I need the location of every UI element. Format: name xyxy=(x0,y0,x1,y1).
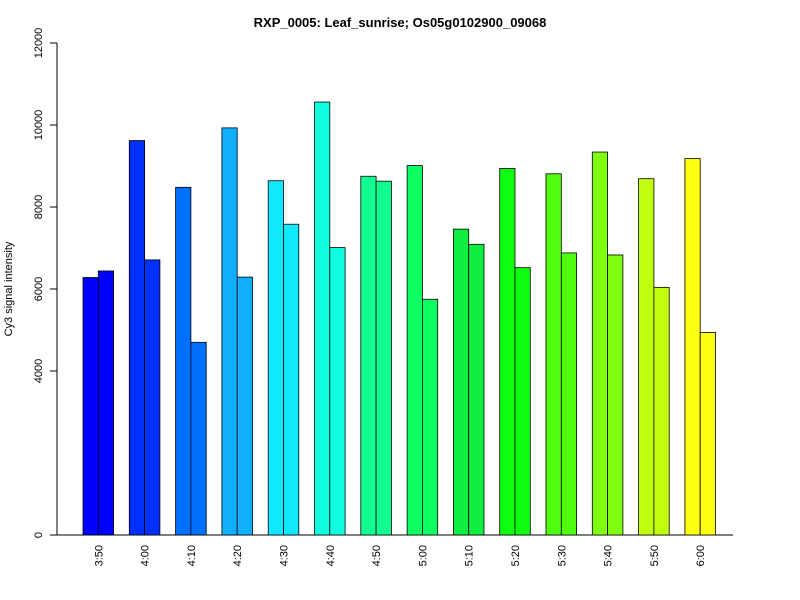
bar xyxy=(514,267,531,536)
bar xyxy=(360,175,377,536)
bar xyxy=(97,270,115,536)
x-tick-label: 4:30 xyxy=(279,545,291,566)
y-tick-label: 10000 xyxy=(33,110,45,141)
y-tick-label: 8000 xyxy=(33,195,45,219)
bar xyxy=(267,180,284,536)
y-axis: 0 4000 6000 8000 10000 12000 xyxy=(33,28,58,538)
y-tick-label: 4000 xyxy=(33,359,45,383)
x-tick-label: 4:40 xyxy=(325,545,337,566)
x-tick-label: 4:20 xyxy=(232,545,244,566)
y-tick-label: 0 xyxy=(33,532,45,538)
bar xyxy=(684,158,701,536)
x-tick-label: 4:10 xyxy=(186,545,198,566)
bar xyxy=(128,140,146,536)
bar xyxy=(190,341,207,536)
bar xyxy=(236,276,253,536)
bar xyxy=(468,243,485,536)
x-axis-labels: 3:50 4:00 4:10 4:20 4:30 4:40 4:50 5:00 5:10 5:20… xyxy=(93,545,707,566)
bars xyxy=(57,101,733,536)
x-tick-label: 5:50 xyxy=(649,545,661,566)
chart-title: RXP_0005: Leaf_sunrise; Os05g0102900_090… xyxy=(254,15,547,30)
bar xyxy=(144,259,161,536)
bar xyxy=(607,254,624,536)
bar xyxy=(421,298,439,536)
x-tick-label: 6:00 xyxy=(695,545,707,566)
bar xyxy=(591,151,608,536)
bar xyxy=(406,165,423,536)
x-tick-label: 5:20 xyxy=(510,545,522,566)
x-tick-label: 4:50 xyxy=(371,545,383,566)
y-tick-label: 12000 xyxy=(33,28,45,59)
bar xyxy=(221,127,238,536)
bar xyxy=(175,186,192,536)
bar xyxy=(82,277,99,536)
bar xyxy=(560,252,577,536)
bar xyxy=(283,223,300,536)
x-tick-label: 5:30 xyxy=(556,545,568,566)
bar xyxy=(499,168,516,536)
bar xyxy=(452,228,470,536)
y-tick-label: 6000 xyxy=(33,277,45,301)
bar xyxy=(375,180,392,536)
bar xyxy=(638,178,655,536)
bar xyxy=(314,101,331,536)
bar xyxy=(329,247,346,536)
x-tick-label: 3:50 xyxy=(93,545,105,566)
y-axis-label: Cy3 signal intensity xyxy=(3,241,15,336)
x-tick-label: 5:40 xyxy=(603,545,615,566)
x-tick-label: 5:00 xyxy=(417,545,429,566)
bar xyxy=(653,286,670,536)
x-tick-label: 5:10 xyxy=(464,545,476,566)
bar xyxy=(699,332,716,536)
x-tick-label: 4:00 xyxy=(140,545,152,566)
bar xyxy=(545,173,562,536)
